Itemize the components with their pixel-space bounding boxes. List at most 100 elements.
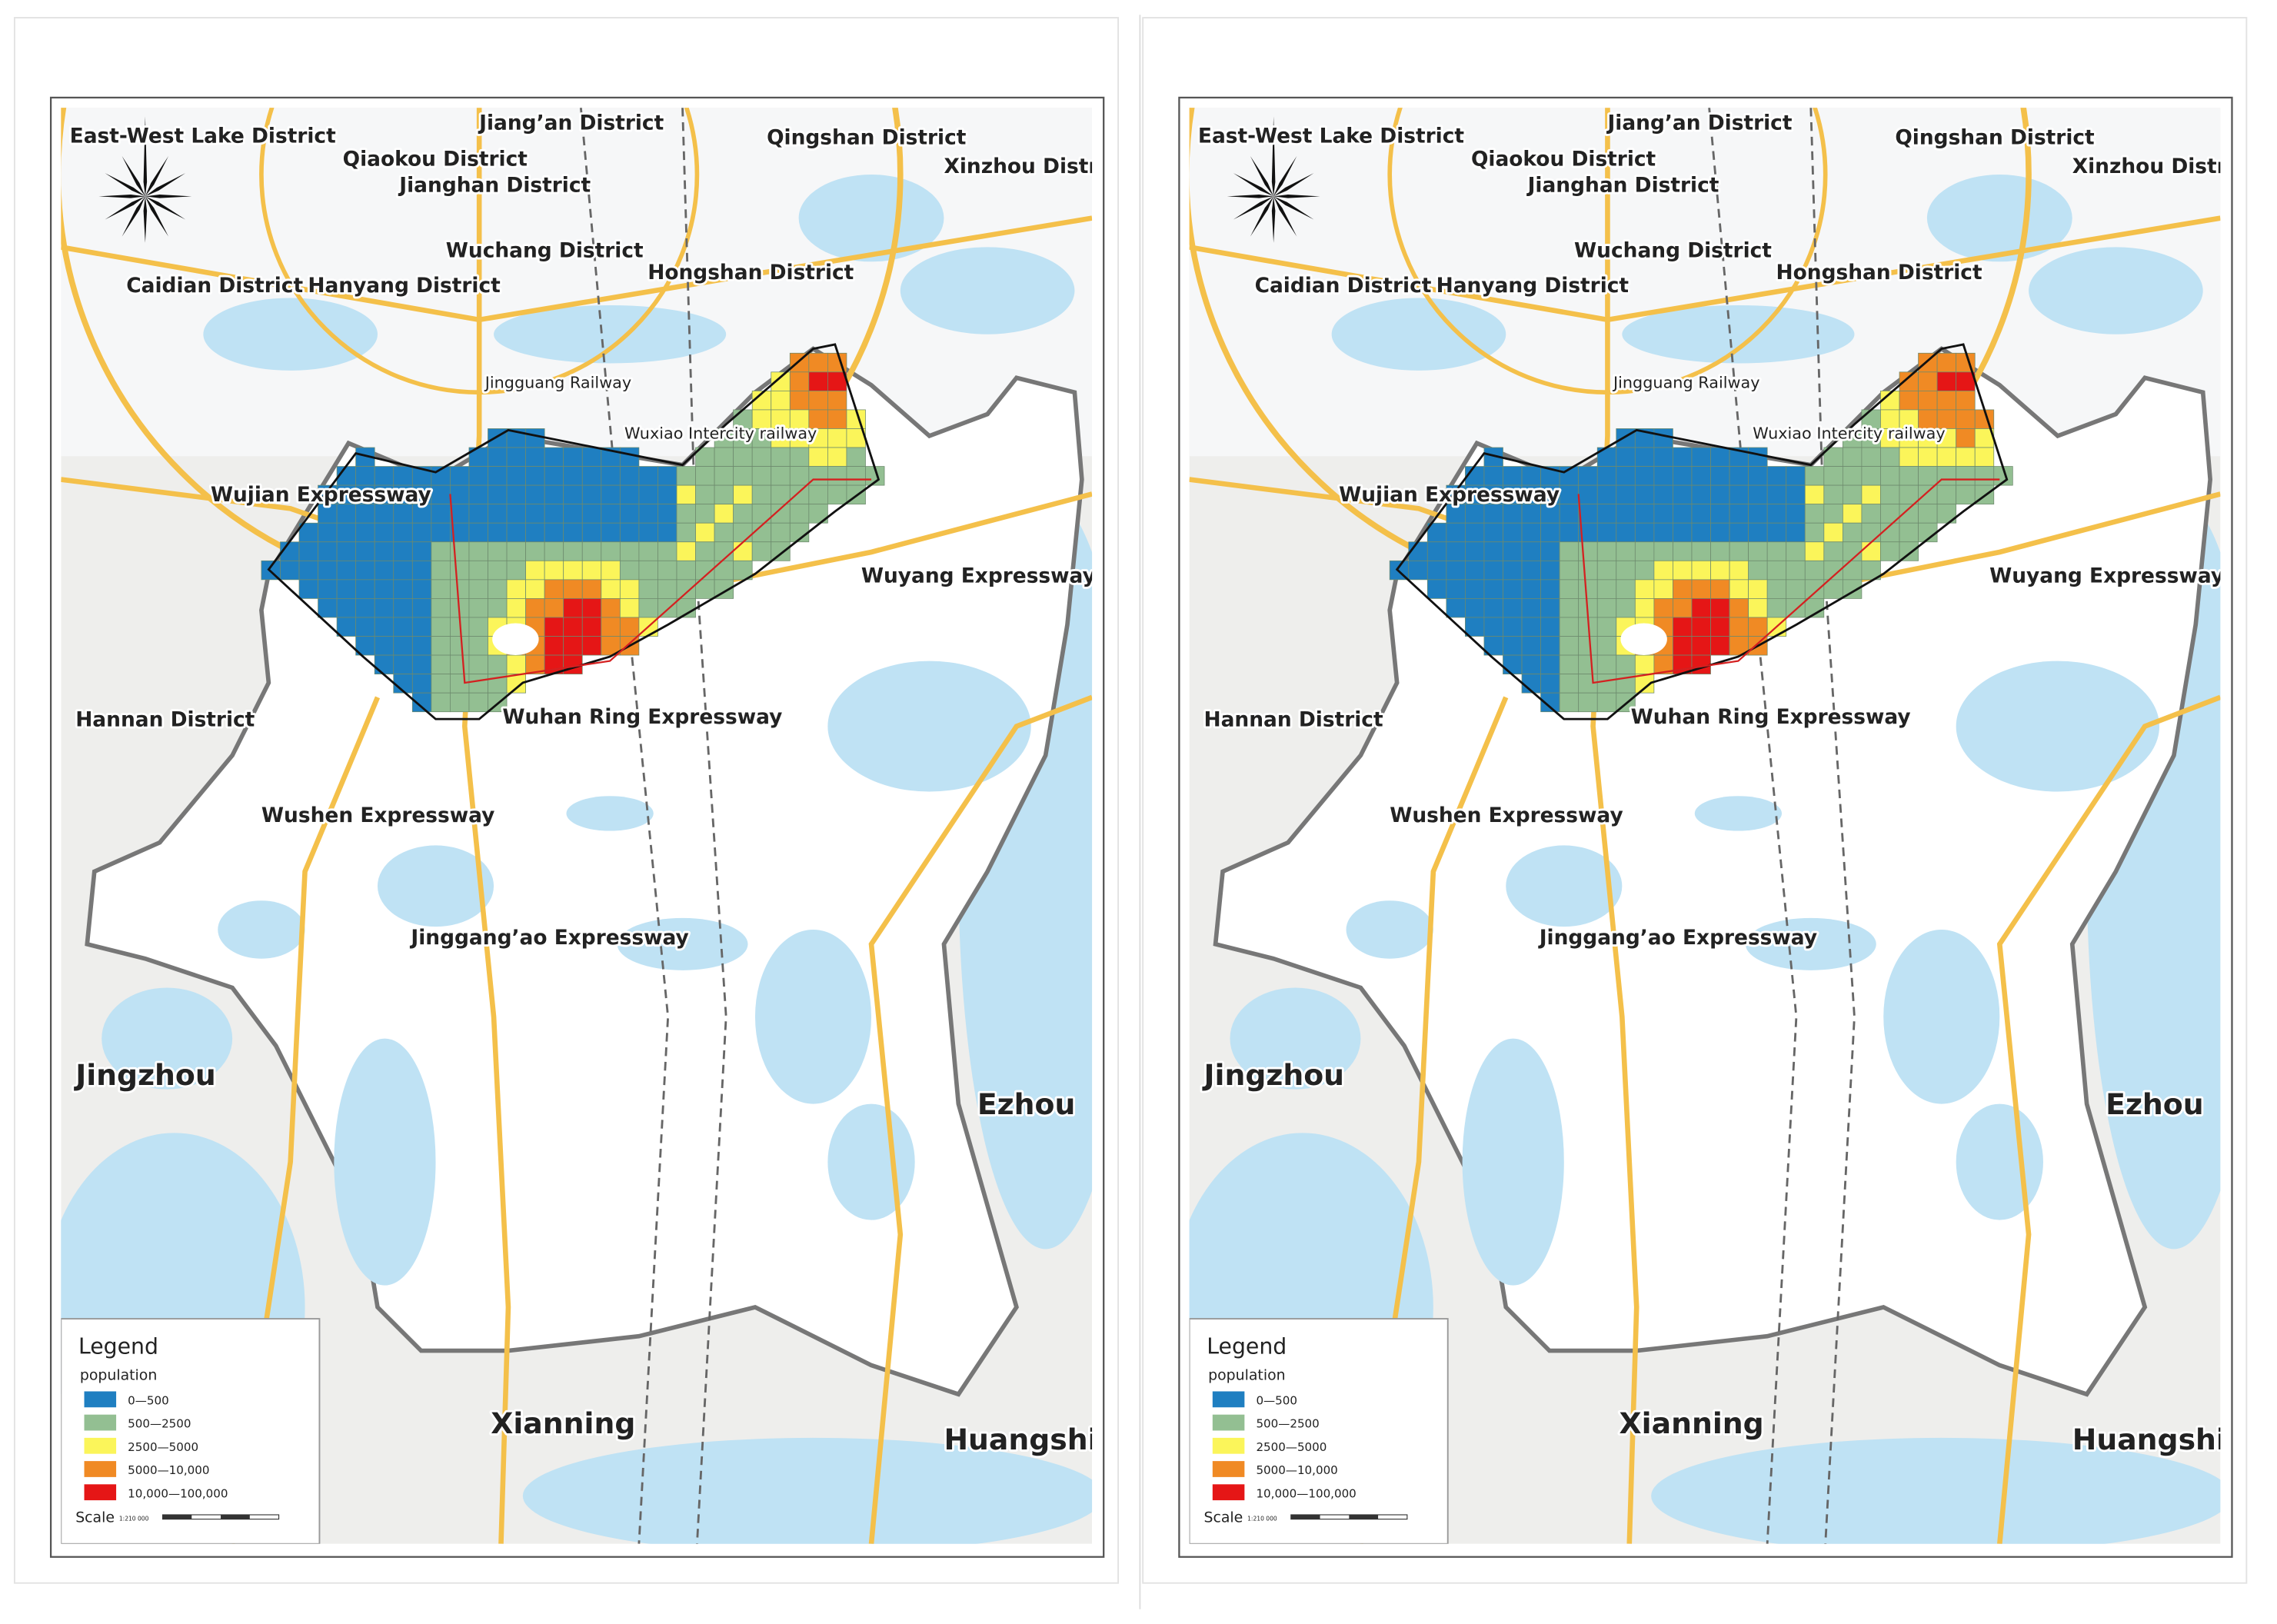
grid-cell — [411, 674, 432, 694]
grid-cell — [1899, 428, 1919, 448]
grid-cell — [336, 560, 357, 581]
grid-cell — [581, 636, 602, 656]
legend-label: 0—500 — [128, 1393, 169, 1407]
legend-label: 5000—10,000 — [128, 1463, 209, 1477]
legend-swatch — [1212, 1391, 1245, 1408]
lake — [1956, 661, 2160, 792]
grid-cell — [1653, 560, 1673, 581]
grid-cell — [601, 579, 621, 599]
grid-cell — [1918, 447, 1938, 467]
grid-cell — [1880, 541, 1900, 561]
grid-cell — [1936, 466, 1957, 486]
grid-cell — [1842, 466, 1863, 486]
grid-cell — [827, 409, 847, 429]
grid-boundary — [267, 343, 881, 720]
grid-cell — [676, 466, 696, 486]
grid-cell — [601, 504, 621, 524]
grid-cell — [1899, 484, 1919, 505]
grid-cell — [1559, 674, 1580, 694]
grid-cell — [1540, 674, 1560, 694]
legend-swatch — [84, 1484, 117, 1501]
grid-cell — [1729, 466, 1749, 486]
grid-cell — [431, 484, 451, 505]
grid-cell — [1596, 560, 1617, 581]
grid-cell — [1616, 654, 1636, 674]
grid-cell — [411, 522, 432, 543]
grid-cell — [488, 466, 508, 486]
grid-cell — [488, 522, 508, 543]
grid-cell — [468, 522, 488, 543]
grid-cell — [771, 390, 791, 411]
grid-cell — [506, 504, 526, 524]
grid-cell — [1936, 352, 1957, 373]
grid-cell — [431, 636, 451, 656]
grid-cell — [1596, 674, 1617, 694]
grid-cell — [336, 504, 357, 524]
water — [1331, 298, 1506, 371]
scale-bar-fill — [1349, 1514, 1379, 1519]
grid-cell — [1766, 484, 1787, 505]
grid-cell — [1653, 447, 1673, 467]
place-label: Jingzhou — [73, 1058, 216, 1092]
grid-cell — [1521, 654, 1541, 674]
grid-cell — [1861, 447, 1881, 467]
place-label: East-West Lake District — [70, 124, 336, 148]
legend-label: 500—2500 — [1256, 1417, 1319, 1431]
grid-cell — [1804, 484, 1825, 505]
grid-cell — [771, 522, 791, 543]
grid-cell — [1559, 598, 1580, 618]
grid-cell — [336, 598, 357, 618]
grid-cell — [1521, 560, 1541, 581]
grid-cell — [1936, 371, 1957, 391]
place-label: Jingguang Railway — [1612, 374, 1759, 392]
grid-cell — [544, 504, 564, 524]
place-label: Huangshi — [2072, 1423, 2226, 1456]
grid-cell — [1446, 522, 1466, 543]
grid-cell — [1634, 504, 1655, 524]
railway — [681, 108, 727, 1544]
lake — [1230, 987, 1361, 1090]
grid-cell — [525, 560, 545, 581]
grid-cell — [714, 541, 734, 561]
grid-cell — [488, 560, 508, 581]
grid-cell — [280, 560, 300, 581]
grid-cell — [1766, 560, 1787, 581]
water — [522, 1437, 1093, 1544]
lake — [218, 900, 305, 959]
grid-cell — [355, 484, 375, 505]
grid-cell — [411, 541, 432, 561]
grid-cell — [1465, 541, 1485, 561]
grid-cell — [1691, 466, 1711, 486]
place-label: Wuhan Ring Expressway — [1631, 705, 1911, 729]
grid-cell — [1766, 598, 1787, 618]
water — [1926, 174, 2072, 262]
scale-bar-fill — [1290, 1514, 1320, 1519]
legend-box — [1189, 1318, 1449, 1544]
north-arrow-ray — [145, 195, 192, 198]
place-label: Hanyang District — [1436, 274, 1630, 298]
grid-cell — [581, 541, 602, 561]
grid-cell — [581, 484, 602, 505]
grid-cell — [771, 484, 791, 505]
grid-cell — [1540, 484, 1560, 505]
legend: Legend population 0—500 500—2500 2500—5000 50… — [1189, 1318, 1449, 1544]
grid-cell — [751, 541, 772, 561]
grid-cell — [506, 579, 526, 599]
grid-cell — [1596, 617, 1617, 637]
grid-cell — [374, 598, 394, 618]
place-label: Wuchang District — [1574, 239, 1772, 263]
grid-cell — [431, 579, 451, 599]
cloud-blank — [492, 623, 539, 656]
water — [900, 247, 1075, 334]
map-panel: East-West Lake District Jiang’an District… — [13, 17, 1120, 1584]
north-arrow-ray — [1250, 196, 1274, 237]
grid-cell — [1748, 560, 1768, 581]
grid-cell — [1596, 504, 1617, 524]
railway — [579, 108, 670, 1544]
grid-cell — [638, 541, 658, 561]
grid-cell — [676, 560, 696, 581]
place-label: Xianning — [491, 1406, 635, 1440]
grid-cell — [563, 654, 583, 674]
grid-cell — [1634, 447, 1655, 467]
grid-cell — [1748, 579, 1768, 599]
